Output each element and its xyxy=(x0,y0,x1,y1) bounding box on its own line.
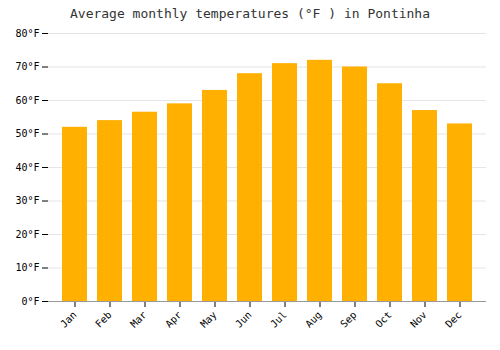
svg-text:May: May xyxy=(198,309,219,330)
svg-text:Mar: Mar xyxy=(128,309,149,330)
svg-text:30°F: 30°F xyxy=(15,195,39,206)
svg-text:60°F: 60°F xyxy=(15,95,39,106)
svg-text:Sep: Sep xyxy=(338,309,359,330)
html-text:Average monthly temperatures (: Average monthly temperatures (°F ) in Po… xyxy=(70,6,430,21)
svg-text:Oct: Oct xyxy=(373,309,394,330)
svg-text:70°F: 70°F xyxy=(15,61,39,72)
svg-text:20°F: 20°F xyxy=(15,229,39,240)
svg-text:Aug: Aug xyxy=(303,309,324,330)
svg-text:Jul: Jul xyxy=(268,309,289,330)
svg-text:80°F: 80°F xyxy=(15,28,39,39)
svg-text:Jun: Jun xyxy=(233,309,254,330)
svg-text:40°F: 40°F xyxy=(15,162,39,173)
svg-text:Feb: Feb xyxy=(93,309,114,330)
svg-text:Jan: Jan xyxy=(58,309,79,330)
svg-text:0°F: 0°F xyxy=(21,296,39,307)
svg-text:Apr: Apr xyxy=(163,309,184,330)
svg-text:Nov: Nov xyxy=(408,309,429,330)
svg-text:10°F: 10°F xyxy=(15,262,39,273)
svg-text:50°F: 50°F xyxy=(15,128,39,139)
svg-text:Dec: Dec xyxy=(443,309,464,330)
